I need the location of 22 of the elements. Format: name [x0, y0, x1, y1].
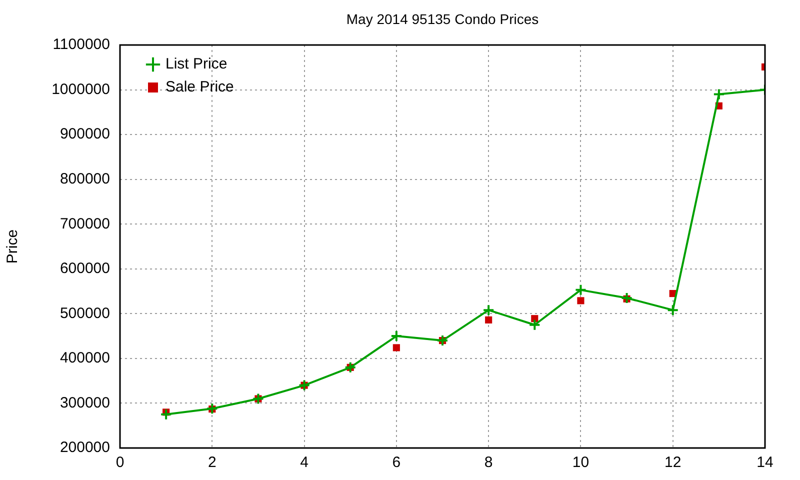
y-tick-label: 400000: [60, 350, 110, 367]
y-tick-label: 800000: [60, 170, 110, 188]
x-tick-label: 10: [572, 454, 590, 472]
y-tick-label: 300000: [60, 394, 110, 412]
legend-label: Sale Price: [166, 78, 234, 96]
y-tick-label: 900000: [60, 126, 110, 143]
x-tick-label: 4: [300, 454, 308, 472]
x-tick-label: 8: [484, 454, 493, 472]
x-tick-label: 0: [116, 454, 124, 472]
y-tick-label: 500000: [60, 304, 110, 322]
legend-label: List Price: [166, 56, 228, 73]
y-tick-label: 1100000: [52, 36, 110, 54]
x-tick-label: 2: [208, 454, 216, 472]
x-tick-label: 6: [392, 454, 401, 472]
x-tick-label: 12: [664, 454, 682, 472]
y-tick-label: 1000000: [52, 80, 110, 98]
y-tick-label: 600000: [60, 260, 110, 278]
y-tick-label: 200000: [60, 439, 110, 456]
x-tick-label: 14: [756, 454, 774, 472]
y-axis-title: Price: [4, 229, 22, 264]
y-tick-label: 700000: [60, 215, 110, 232]
chart-title: May 2014 95135 Condo Prices: [346, 10, 539, 27]
